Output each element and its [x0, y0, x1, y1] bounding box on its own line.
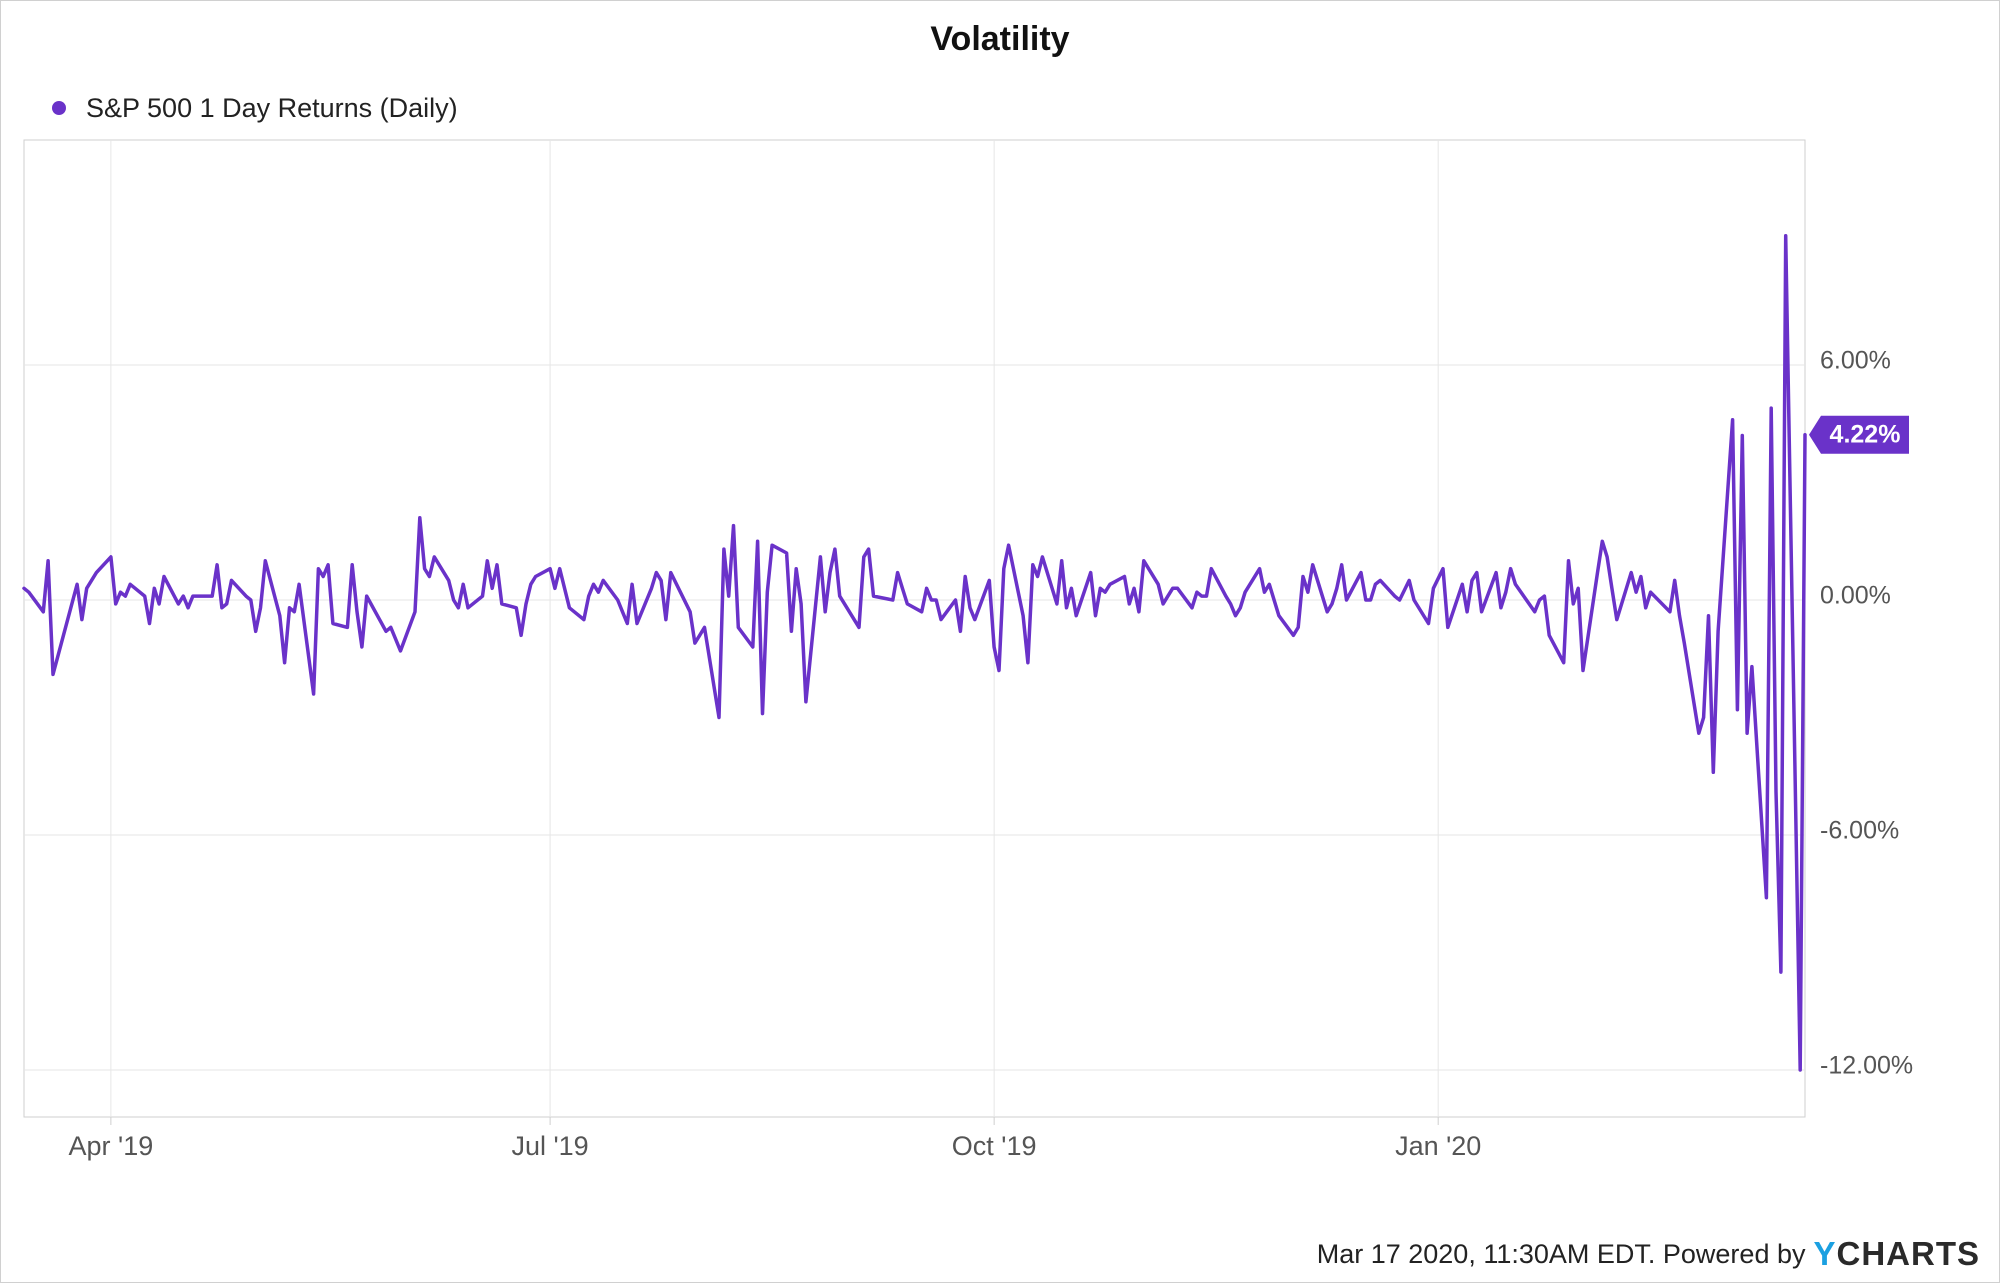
x-tick-label: Jan '20	[1395, 1131, 1481, 1161]
x-tick-label: Oct '19	[952, 1131, 1037, 1161]
y-tick-label: 6.00%	[1820, 347, 1891, 375]
footer: Mar 17 2020, 11:30AM EDT. Powered by YCH…	[1317, 1235, 1980, 1273]
footer-timestamp: Mar 17 2020, 11:30AM EDT. Powered by	[1316, 1238, 1806, 1269]
x-tick-label: Jul '19	[511, 1131, 588, 1161]
legend-marker	[52, 101, 66, 115]
plot-area	[23, 139, 1806, 1118]
y-tick-label: 0.00%	[1820, 582, 1891, 610]
series-line	[22, 234, 1807, 1072]
legend-label: S&P 500 1 Day Returns (Daily)	[86, 92, 458, 123]
y-tick-label: -6.00%	[1820, 817, 1899, 845]
legend[interactable]: S&P 500 1 Day Returns (Daily)	[52, 90, 458, 126]
logo-y: Y	[1813, 1235, 1837, 1272]
last-value-label: 4.22%	[1830, 420, 1901, 448]
x-tick-label: Apr '19	[69, 1131, 154, 1161]
y-tick-label: -12.00%	[1820, 1052, 1913, 1080]
logo-text: CHARTS	[1836, 1235, 1980, 1272]
last-value-badge	[1809, 415, 1909, 454]
chart-title: Volatility	[930, 20, 1070, 58]
ycharts-logo[interactable]: YCHARTS	[1813, 1235, 1980, 1273]
